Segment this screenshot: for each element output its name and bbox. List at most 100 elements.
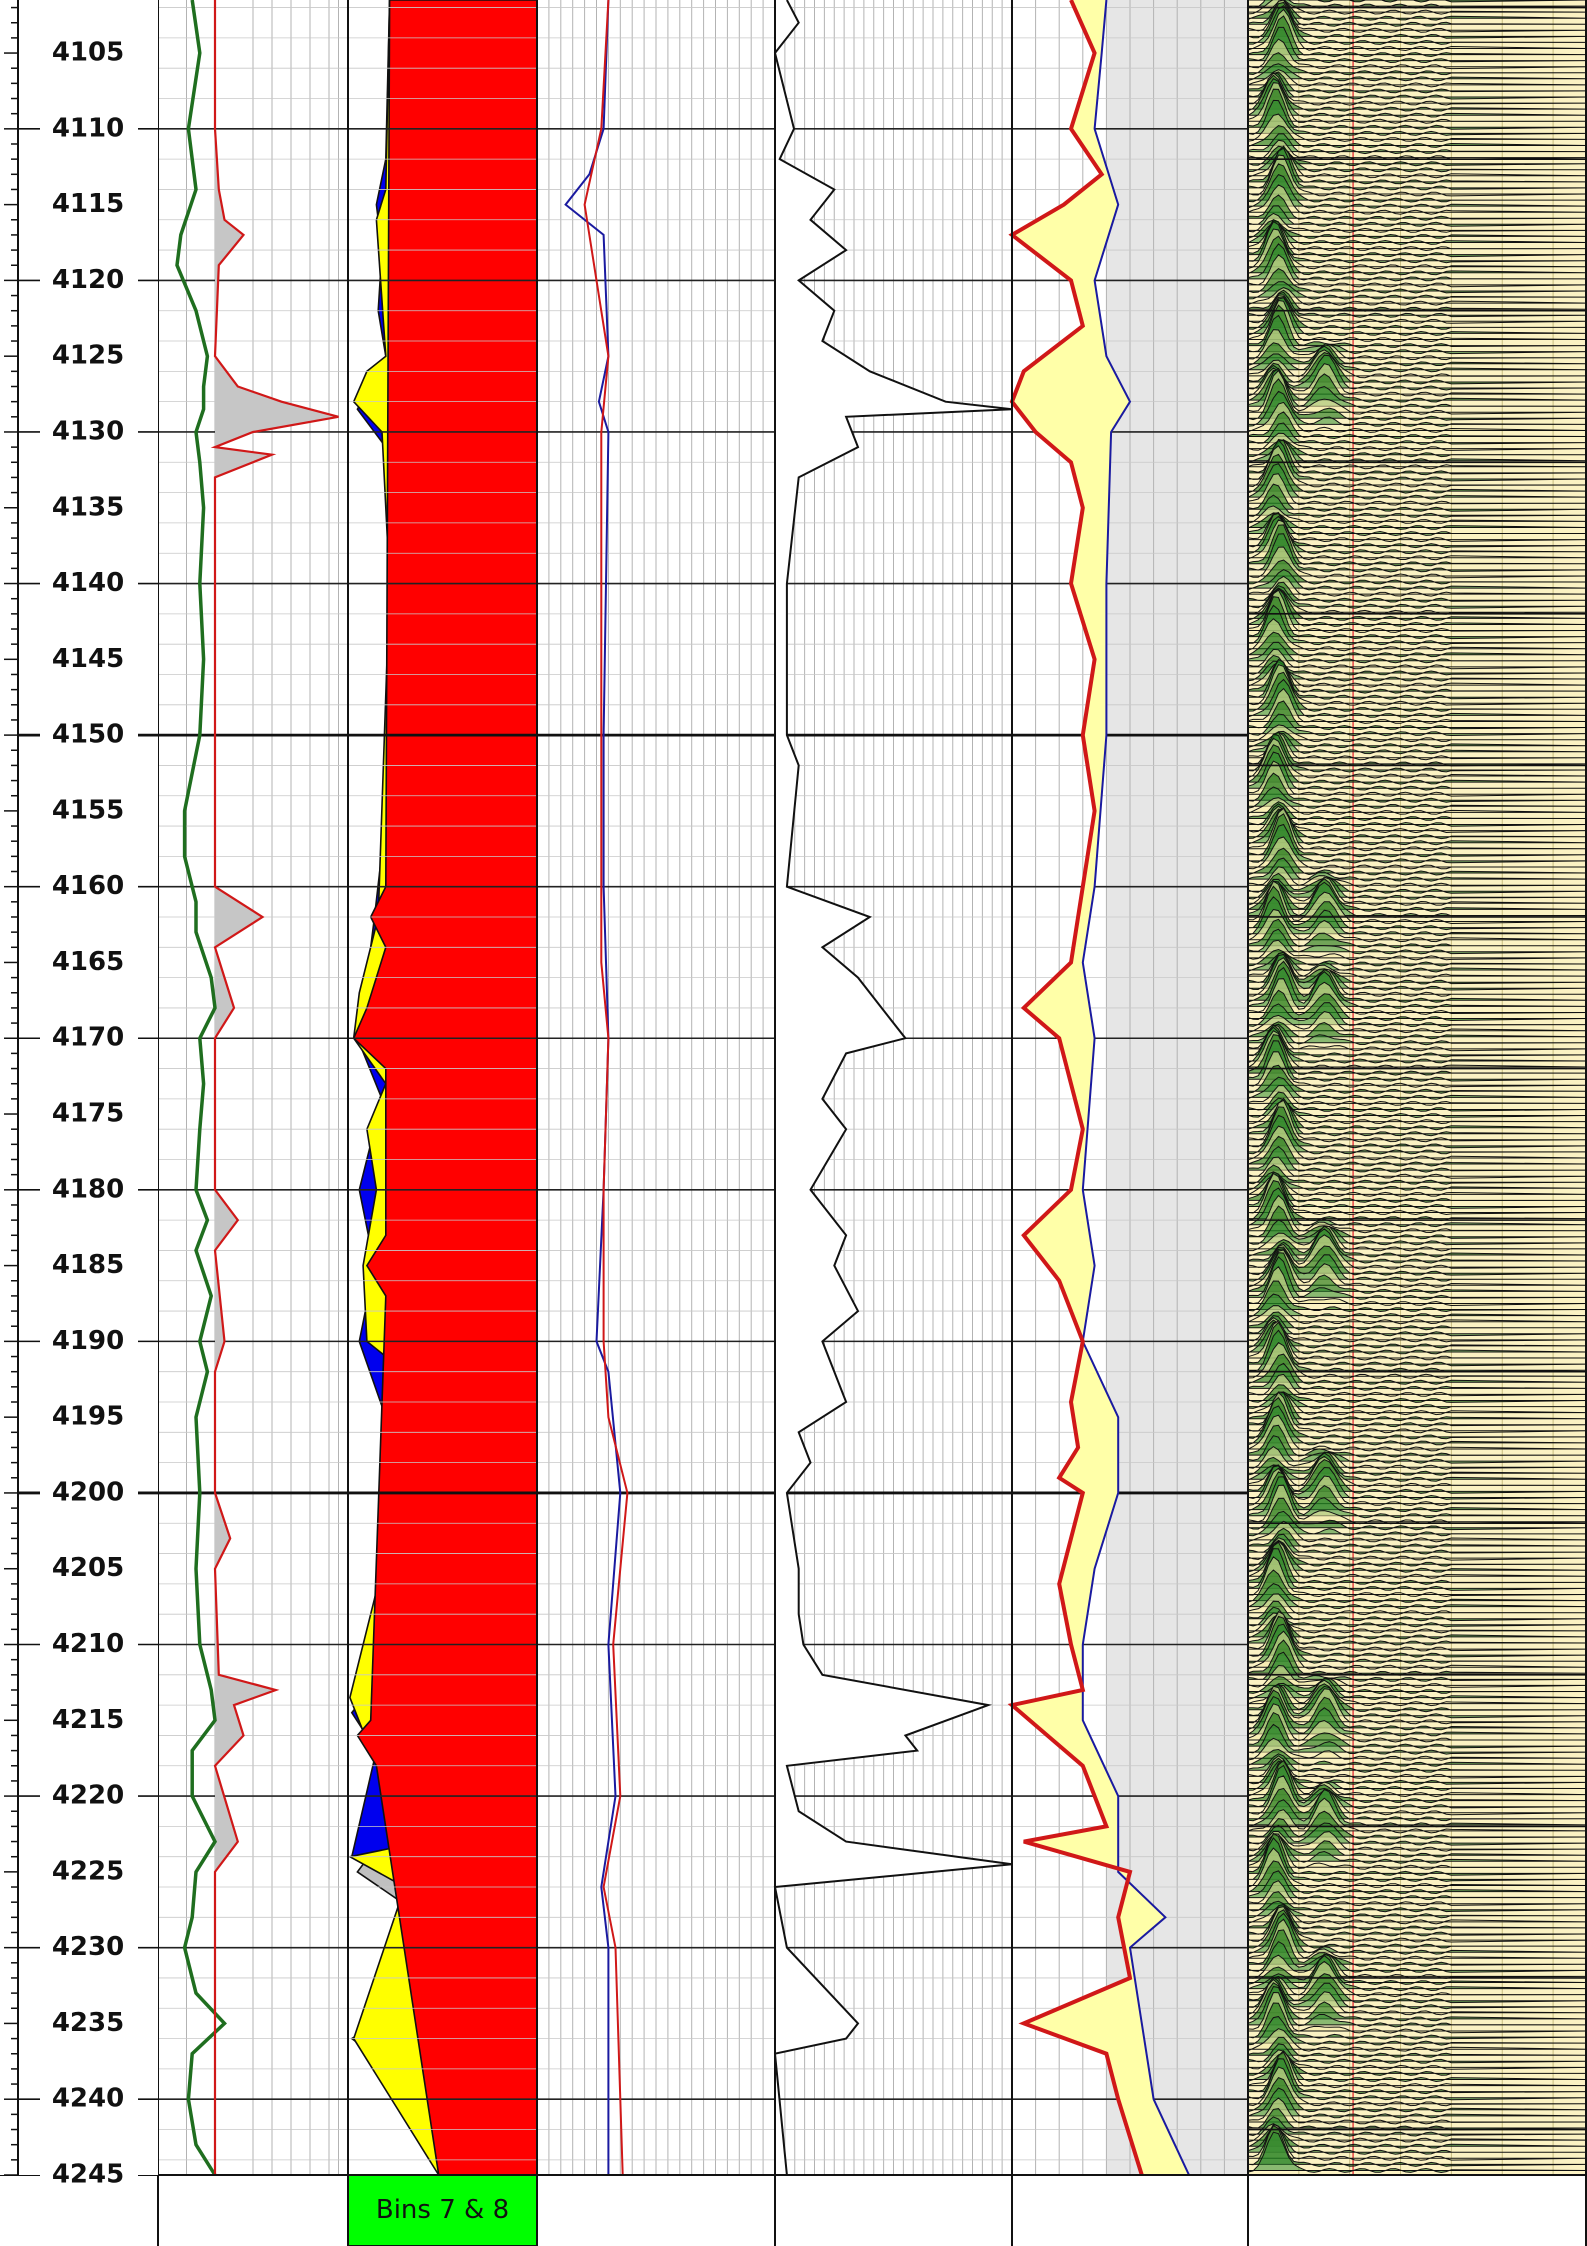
track6-trace xyxy=(1247,1760,1587,1798)
depth-label-bg xyxy=(40,189,138,220)
depth-label-bg xyxy=(40,720,138,751)
track6-trace xyxy=(1247,133,1587,155)
track6-trace xyxy=(1247,1759,1587,1804)
track6-trace xyxy=(1247,1695,1587,1737)
track6-trace xyxy=(1247,1384,1587,1404)
depth-label-bg xyxy=(40,2084,138,2115)
track2-fill-5 xyxy=(352,0,538,2176)
track1-grid xyxy=(158,0,348,2176)
depth-label: 4180 xyxy=(52,1174,124,1204)
track6-trace xyxy=(1247,2043,1587,2064)
depth-label: 4190 xyxy=(52,1326,124,1356)
track5-curve-2 xyxy=(1081,0,1190,2176)
track4-grid xyxy=(773,0,1013,2176)
depth-label-bg xyxy=(40,113,138,144)
track6-trace xyxy=(1247,1900,1587,1919)
depth-label-bg xyxy=(40,38,138,69)
track3-grid xyxy=(537,0,775,2176)
depth-label: 4130 xyxy=(52,416,124,446)
track4-fill xyxy=(775,0,1012,2175)
track6-trace xyxy=(1247,1164,1587,1185)
track6-trace xyxy=(1247,1978,1587,2016)
track6-trace xyxy=(1247,432,1587,452)
track6-trace xyxy=(1247,1510,1587,1537)
track6-trace xyxy=(1247,918,1587,949)
track6-trace xyxy=(1247,797,1587,815)
track6-trace xyxy=(1247,0,1587,3)
depth-label: 4160 xyxy=(52,871,124,901)
depth-label: 4125 xyxy=(52,341,124,371)
track6-trace xyxy=(1247,505,1587,524)
track6-trace xyxy=(1247,1305,1587,1325)
track6-trace xyxy=(1247,2116,1587,2137)
track6-trace xyxy=(1247,1703,1587,1743)
track6-trace xyxy=(1247,1711,1587,1749)
track6-trace xyxy=(1247,1091,1587,1113)
track6-trace xyxy=(1247,1753,1587,1773)
track6-trace xyxy=(1247,575,1587,597)
depth-label: 4230 xyxy=(52,1932,124,1962)
track6-trace xyxy=(1247,212,1587,233)
depth-label-bg xyxy=(40,644,138,675)
depth-label: 4175 xyxy=(52,1099,124,1129)
track6-trace xyxy=(1247,1010,1587,1034)
track6-trace xyxy=(1247,724,1587,743)
depth-label: 4215 xyxy=(52,1705,124,1735)
track6-trace xyxy=(1247,908,1587,943)
track3-curve-2 xyxy=(583,0,629,2176)
track6-trace xyxy=(1247,281,1587,300)
track6-trace xyxy=(1247,367,1587,409)
depth-label-bg xyxy=(40,416,138,447)
track1-curve-1 xyxy=(175,0,227,2176)
track6-trace xyxy=(1247,369,1587,415)
track6-trace xyxy=(1247,1023,1587,1046)
track2 xyxy=(347,0,538,2176)
track6-trace xyxy=(1247,928,1587,955)
track6-trace xyxy=(1247,801,1587,822)
depth-label: 4195 xyxy=(52,1402,124,1432)
depth-label-bg xyxy=(40,1023,138,1054)
depth-label: 4220 xyxy=(52,1781,124,1811)
track6-trace xyxy=(1247,948,1587,967)
depth-label: 4240 xyxy=(52,2084,124,2114)
depth-label: 4210 xyxy=(52,1629,124,1659)
depth-label: 4105 xyxy=(52,38,124,68)
depth-label-bg xyxy=(40,341,138,372)
depth-label-bg xyxy=(40,947,138,978)
depth-label: 4110 xyxy=(52,113,124,143)
depth-label: 4200 xyxy=(52,1477,124,1507)
depth-label-bg xyxy=(40,2008,138,2039)
track6-trace xyxy=(1247,287,1587,306)
track6-trace xyxy=(1247,63,1587,82)
track5-grid xyxy=(1007,0,1248,2176)
depth-label-bg xyxy=(40,1856,138,1887)
track6-trace xyxy=(1247,648,1587,670)
depth-label-bg xyxy=(40,871,138,902)
depth-label-bg xyxy=(40,1553,138,1584)
depth-label-bg xyxy=(40,1099,138,1130)
track6-trace xyxy=(1247,1471,1587,1513)
depth-label: 4140 xyxy=(52,568,124,598)
track6-trace xyxy=(1247,939,1587,961)
track6 xyxy=(1247,0,1587,2175)
depth-label-bg xyxy=(40,1250,138,1281)
depth-label: 4120 xyxy=(52,265,124,295)
depth-label-bg xyxy=(40,492,138,523)
track6-trace xyxy=(1247,1760,1587,1792)
track6-trace xyxy=(1247,581,1587,603)
track6-trace xyxy=(1247,1085,1587,1106)
track6-trace xyxy=(1247,1527,1587,1549)
track6-trace xyxy=(1247,654,1587,676)
depth-label-bg xyxy=(40,1174,138,1205)
track6-trace xyxy=(1247,1497,1587,1531)
depth-label-bg xyxy=(40,795,138,826)
track6-trace xyxy=(1247,1982,1587,2022)
depth-label: 4235 xyxy=(52,2008,124,2038)
track6-trace xyxy=(1247,1249,1587,1288)
depth-label-bg xyxy=(40,1629,138,1660)
footer-label: Bins 7 & 8 xyxy=(376,2195,509,2225)
track6-trace xyxy=(1247,69,1587,88)
depth-label-bg xyxy=(40,568,138,599)
track2-grid xyxy=(348,7,537,2161)
track5-fill xyxy=(1012,0,1189,2175)
